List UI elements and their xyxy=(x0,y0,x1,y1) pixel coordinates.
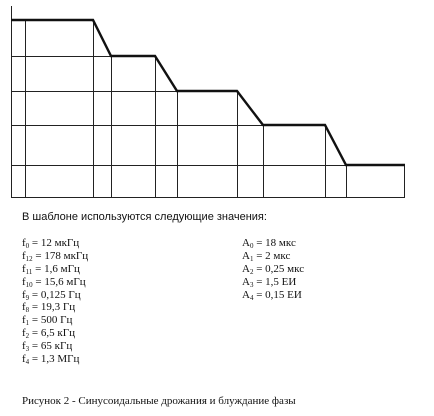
frequency-row: f12 = 178 мкГц xyxy=(22,250,88,263)
frequency-row-value: = 12 мкГц xyxy=(29,237,80,249)
frequency-row-symbol: f xyxy=(22,237,26,249)
amplitude-row: A1 = 2 мкс xyxy=(242,250,304,263)
frequency-row-symbol: f xyxy=(22,327,26,340)
amplitude-row-value: = 0,25 мкс xyxy=(253,262,305,275)
frequency-row: f0 = 12 мкГц xyxy=(22,237,88,250)
figure-caption: Рисунок 2 - Синусоидальные дрожания и бл… xyxy=(22,395,296,407)
frequency-row-value: = 1,6 мГц xyxy=(32,262,80,275)
frequency-row-symbol: f xyxy=(22,301,26,314)
frequency-row-subscript: 8 xyxy=(25,306,30,315)
frequency-row-subscript: 12 xyxy=(25,254,33,263)
frequency-row-value: = 19,3 Гц xyxy=(29,301,76,314)
frequency-row: f2 = 6,5 кГц xyxy=(22,327,88,340)
amplitude-row: A0 = 18 мкс xyxy=(242,237,304,250)
frequency-row-value: = 6,5 кГц xyxy=(29,327,75,340)
frequency-row-value: = 178 мкГц xyxy=(32,249,89,262)
frequency-row: f10 = 15,6 мГц xyxy=(22,276,88,289)
frequency-row-subscript: 0 xyxy=(25,242,30,250)
amplitude-row-symbol: A xyxy=(242,249,250,262)
frequency-row-symbol: f xyxy=(22,314,26,327)
amplitude-row-subscript: 2 xyxy=(249,267,254,276)
frequency-row: f8 = 19,3 Гц xyxy=(22,301,88,314)
intro-text: В шаблоне используются следующие значени… xyxy=(22,211,267,223)
amplitude-row-symbol: A xyxy=(242,275,250,288)
frequency-row: f4 = 1,3 МГц xyxy=(22,353,88,366)
frequency-row-subscript: 4 xyxy=(25,358,30,367)
amplitude-row-symbol: A xyxy=(242,288,250,301)
frequency-row: f9 = 0,125 Гц xyxy=(22,289,88,302)
frequency-row-value: = 15,6 мГц xyxy=(32,275,86,288)
amplitude-row-value: = 1,5 ЕИ xyxy=(253,275,297,288)
frequency-row: f3 = 65 кГц xyxy=(22,340,88,353)
frequency-row-value: = 1,3 МГц xyxy=(29,353,80,366)
frequency-row-symbol: f xyxy=(22,249,26,262)
amplitude-row-subscript: 4 xyxy=(249,293,254,302)
frequency-row-value: = 65 кГц xyxy=(29,340,73,353)
frequency-row-symbol: f xyxy=(22,288,26,301)
amplitude-row: A4 = 0,15 ЕИ xyxy=(242,289,304,302)
amplitude-row-subscript: 0 xyxy=(249,242,254,250)
frequency-row-subscript: 10 xyxy=(25,280,33,289)
jitter-mask-figure xyxy=(11,6,405,198)
frequency-row-subscript: 9 xyxy=(25,293,30,302)
frequency-row-symbol: f xyxy=(22,275,26,288)
frequency-row-subscript: 1 xyxy=(25,319,30,328)
frequency-row-subscript: 11 xyxy=(25,267,33,276)
frequency-row-subscript: 3 xyxy=(25,345,30,354)
amplitude-row-subscript: 3 xyxy=(249,280,254,289)
frequency-row-symbol: f xyxy=(22,340,26,353)
frequency-row: f11 = 1,6 мГц xyxy=(22,263,88,276)
amplitude-row-symbol: A xyxy=(242,262,250,275)
frequency-row-value: = 500 Гц xyxy=(29,314,73,327)
amplitude-row-value: = 2 мкс xyxy=(253,249,291,262)
mask-step-curve xyxy=(11,18,405,167)
amplitude-row-symbol: A xyxy=(242,237,250,249)
frequency-row-subscript: 2 xyxy=(25,332,30,341)
amplitude-row-subscript: 1 xyxy=(249,254,254,263)
frequency-list: f0 = 12 мкГц f12 = 178 мкГц f11 = 1,6 мГц f… xyxy=(22,237,88,366)
frequency-row-value: = 0,125 Гц xyxy=(29,288,81,301)
mask-grid xyxy=(11,6,405,198)
amplitude-row: A2 = 0,25 мкс xyxy=(242,263,304,276)
amplitude-row: A3 = 1,5 ЕИ xyxy=(242,276,304,289)
amplitude-row-value: = 18 мкс xyxy=(253,237,296,249)
frequency-row-symbol: f xyxy=(22,262,26,275)
frequency-row: f1 = 500 Гц xyxy=(22,314,88,327)
frequency-row-symbol: f xyxy=(22,353,26,366)
amplitude-row-value: = 0,15 ЕИ xyxy=(253,288,302,301)
amplitude-list: A0 = 18 мкс A1 = 2 мкс A2 = 0,25 мкс A3 = 1… xyxy=(242,237,304,302)
